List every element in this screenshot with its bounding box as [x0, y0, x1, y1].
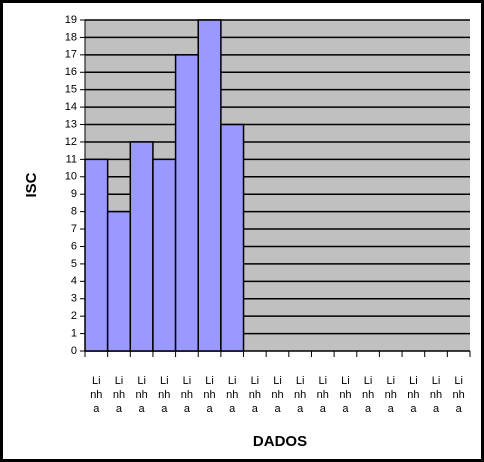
x-axis-title: DADOS [253, 433, 307, 450]
y-tick-label: 7 [71, 223, 77, 235]
y-tick-label: 19 [65, 14, 77, 26]
x-tick-label: Linha [407, 375, 420, 415]
x-tick-label: Linha [112, 375, 126, 415]
x-tick-label: Linha [90, 375, 103, 415]
x-tick-label: Linha [429, 375, 443, 415]
bar [197, 19, 222, 352]
y-tick-label: 15 [65, 84, 77, 96]
x-tick-label: Linha [294, 375, 307, 415]
y-tick-label: 4 [71, 275, 77, 287]
x-tick-label: Linha [361, 375, 375, 415]
bar [129, 141, 154, 352]
x-tick-label: Linha [316, 375, 329, 415]
x-tick-label: Linha [248, 375, 261, 415]
y-tick-label: 3 [71, 293, 77, 305]
y-tick-label: 5 [71, 258, 77, 270]
bar [84, 158, 109, 352]
y-tick-label: 13 [65, 118, 77, 130]
y-tick-label: 18 [65, 31, 77, 43]
y-tick-label: 10 [65, 171, 77, 183]
y-tick-label: 1 [71, 327, 77, 339]
bar [220, 123, 245, 352]
x-tick-label: Linha [452, 375, 465, 415]
y-tick-label: 17 [65, 49, 77, 61]
x-tick-label: Linha [135, 375, 148, 415]
y-axis-title: ISC [23, 172, 40, 197]
x-tick-label: Linha [226, 375, 239, 415]
x-tick-label: Linha [180, 375, 194, 415]
y-tick-label: 8 [71, 206, 77, 218]
x-tick-label: Linha [339, 375, 352, 415]
y-tick-label: 16 [65, 66, 77, 78]
bar [106, 210, 132, 352]
x-tick-label: Linha [158, 375, 171, 415]
bar [152, 158, 177, 352]
bar [174, 54, 199, 352]
y-tick-label: 11 [66, 153, 77, 165]
x-tick-label: Linha [271, 375, 284, 415]
y-tick-label: 12 [65, 136, 77, 148]
y-tick-label: 9 [71, 188, 77, 200]
x-tick-label: Linha [203, 375, 216, 415]
y-tick-label: 2 [71, 310, 77, 322]
y-tick-label: 0 [71, 345, 77, 357]
y-tick-label: 6 [71, 240, 77, 252]
y-tick-label: 14 [65, 101, 77, 113]
x-tick-label: Linha [384, 375, 397, 415]
